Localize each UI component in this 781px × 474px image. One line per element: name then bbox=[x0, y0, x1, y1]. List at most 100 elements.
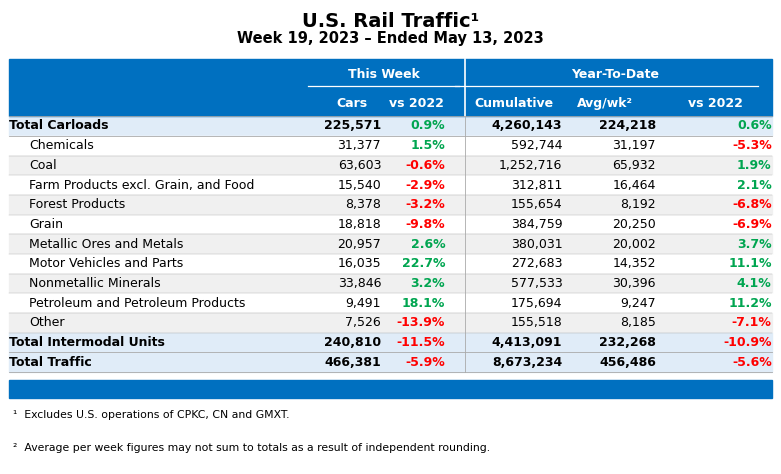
Text: 384,759: 384,759 bbox=[511, 218, 562, 231]
Text: 380,031: 380,031 bbox=[511, 237, 562, 251]
Text: 11.1%: 11.1% bbox=[728, 257, 772, 270]
Text: 31,197: 31,197 bbox=[612, 139, 656, 152]
Text: 8,192: 8,192 bbox=[620, 198, 656, 211]
Text: 4,260,143: 4,260,143 bbox=[492, 119, 562, 132]
Text: 0.6%: 0.6% bbox=[737, 119, 772, 132]
Bar bbox=[9, 273, 772, 293]
Text: Cars: Cars bbox=[336, 97, 367, 109]
Bar bbox=[9, 293, 772, 313]
Text: Year-To-Date: Year-To-Date bbox=[571, 67, 658, 81]
Text: Avg/wk²: Avg/wk² bbox=[577, 97, 633, 109]
Text: Petroleum and Petroleum Products: Petroleum and Petroleum Products bbox=[29, 297, 245, 310]
Text: This Week: This Week bbox=[348, 67, 420, 81]
Text: Total Carloads: Total Carloads bbox=[9, 119, 109, 132]
Text: 272,683: 272,683 bbox=[511, 257, 562, 270]
Bar bbox=[9, 333, 772, 352]
Text: 20,957: 20,957 bbox=[337, 237, 381, 251]
Text: 9,491: 9,491 bbox=[346, 297, 381, 310]
Text: 312,811: 312,811 bbox=[511, 179, 562, 191]
Text: 8,673,234: 8,673,234 bbox=[492, 356, 562, 369]
Text: Metallic Ores and Metals: Metallic Ores and Metals bbox=[29, 237, 184, 251]
Text: 18.1%: 18.1% bbox=[401, 297, 445, 310]
Bar bbox=[9, 59, 772, 90]
Text: 224,218: 224,218 bbox=[599, 119, 656, 132]
Text: 3.7%: 3.7% bbox=[737, 237, 772, 251]
Text: Cumulative: Cumulative bbox=[474, 97, 554, 109]
Text: 31,377: 31,377 bbox=[337, 139, 381, 152]
Text: Total Intermodal Units: Total Intermodal Units bbox=[9, 336, 166, 349]
Text: 20,250: 20,250 bbox=[612, 218, 656, 231]
Text: -11.5%: -11.5% bbox=[397, 336, 445, 349]
Text: 1.5%: 1.5% bbox=[411, 139, 445, 152]
Text: 65,932: 65,932 bbox=[612, 159, 656, 172]
Bar bbox=[9, 136, 772, 155]
Text: 15,540: 15,540 bbox=[337, 179, 381, 191]
Text: Other: Other bbox=[29, 316, 64, 329]
Text: 4,413,091: 4,413,091 bbox=[492, 336, 562, 349]
Text: 1,252,716: 1,252,716 bbox=[499, 159, 562, 172]
Text: 8,378: 8,378 bbox=[345, 198, 381, 211]
Bar bbox=[9, 155, 772, 175]
Text: 577,533: 577,533 bbox=[511, 277, 562, 290]
Text: -7.1%: -7.1% bbox=[732, 316, 772, 329]
Text: 8,185: 8,185 bbox=[620, 316, 656, 329]
Text: 30,396: 30,396 bbox=[612, 277, 656, 290]
Text: -13.9%: -13.9% bbox=[397, 316, 445, 329]
Text: Motor Vehicles and Parts: Motor Vehicles and Parts bbox=[29, 257, 184, 270]
Bar bbox=[9, 90, 772, 116]
Text: vs 2022: vs 2022 bbox=[389, 97, 444, 109]
Bar bbox=[9, 313, 772, 333]
Text: -5.6%: -5.6% bbox=[732, 356, 772, 369]
Text: ²  Average per week figures may not sum to totals as a result of independent rou: ² Average per week figures may not sum t… bbox=[13, 443, 490, 453]
Text: 11.2%: 11.2% bbox=[728, 297, 772, 310]
Text: 232,268: 232,268 bbox=[599, 336, 656, 349]
Text: 33,846: 33,846 bbox=[337, 277, 381, 290]
Text: U.S. Rail Traffic¹: U.S. Rail Traffic¹ bbox=[302, 12, 479, 31]
Text: 14,352: 14,352 bbox=[612, 257, 656, 270]
Text: Chemicals: Chemicals bbox=[29, 139, 94, 152]
Text: 592,744: 592,744 bbox=[511, 139, 562, 152]
Text: 16,464: 16,464 bbox=[612, 179, 656, 191]
Text: -0.6%: -0.6% bbox=[405, 159, 445, 172]
Bar bbox=[9, 175, 772, 195]
Text: Week 19, 2023 – Ended May 13, 2023: Week 19, 2023 – Ended May 13, 2023 bbox=[237, 31, 544, 46]
Text: -10.9%: -10.9% bbox=[723, 336, 772, 349]
Text: 466,381: 466,381 bbox=[324, 356, 381, 369]
Bar bbox=[9, 215, 772, 234]
Text: -9.8%: -9.8% bbox=[405, 218, 445, 231]
Text: Grain: Grain bbox=[29, 218, 63, 231]
Bar bbox=[9, 352, 772, 372]
Text: 2.6%: 2.6% bbox=[411, 237, 445, 251]
Bar bbox=[9, 254, 772, 273]
Text: 0.9%: 0.9% bbox=[411, 119, 445, 132]
Text: 240,810: 240,810 bbox=[324, 336, 381, 349]
Bar bbox=[9, 195, 772, 215]
Text: 1.9%: 1.9% bbox=[737, 159, 772, 172]
Text: 2.1%: 2.1% bbox=[737, 179, 772, 191]
Text: Total Traffic: Total Traffic bbox=[9, 356, 92, 369]
Text: vs 2022: vs 2022 bbox=[688, 97, 743, 109]
Bar bbox=[9, 234, 772, 254]
Text: Coal: Coal bbox=[29, 159, 56, 172]
Text: ¹  Excludes U.S. operations of CPKC, CN and GMXT.: ¹ Excludes U.S. operations of CPKC, CN a… bbox=[13, 410, 290, 420]
Text: 7,526: 7,526 bbox=[345, 316, 381, 329]
Text: 155,654: 155,654 bbox=[511, 198, 562, 211]
Text: 175,694: 175,694 bbox=[511, 297, 562, 310]
Text: 22.7%: 22.7% bbox=[401, 257, 445, 270]
Text: -5.9%: -5.9% bbox=[405, 356, 445, 369]
Text: 18,818: 18,818 bbox=[337, 218, 381, 231]
Text: 4.1%: 4.1% bbox=[737, 277, 772, 290]
Text: 456,486: 456,486 bbox=[599, 356, 656, 369]
Text: 155,518: 155,518 bbox=[511, 316, 562, 329]
Bar bbox=[9, 116, 772, 136]
Text: Forest Products: Forest Products bbox=[29, 198, 125, 211]
Text: -6.8%: -6.8% bbox=[732, 198, 772, 211]
Text: -3.2%: -3.2% bbox=[405, 198, 445, 211]
Text: 9,247: 9,247 bbox=[620, 297, 656, 310]
Text: 20,002: 20,002 bbox=[612, 237, 656, 251]
Text: 225,571: 225,571 bbox=[324, 119, 381, 132]
Text: -6.9%: -6.9% bbox=[732, 218, 772, 231]
Text: Nonmetallic Minerals: Nonmetallic Minerals bbox=[29, 277, 161, 290]
Text: -2.9%: -2.9% bbox=[405, 179, 445, 191]
Text: 16,035: 16,035 bbox=[337, 257, 381, 270]
